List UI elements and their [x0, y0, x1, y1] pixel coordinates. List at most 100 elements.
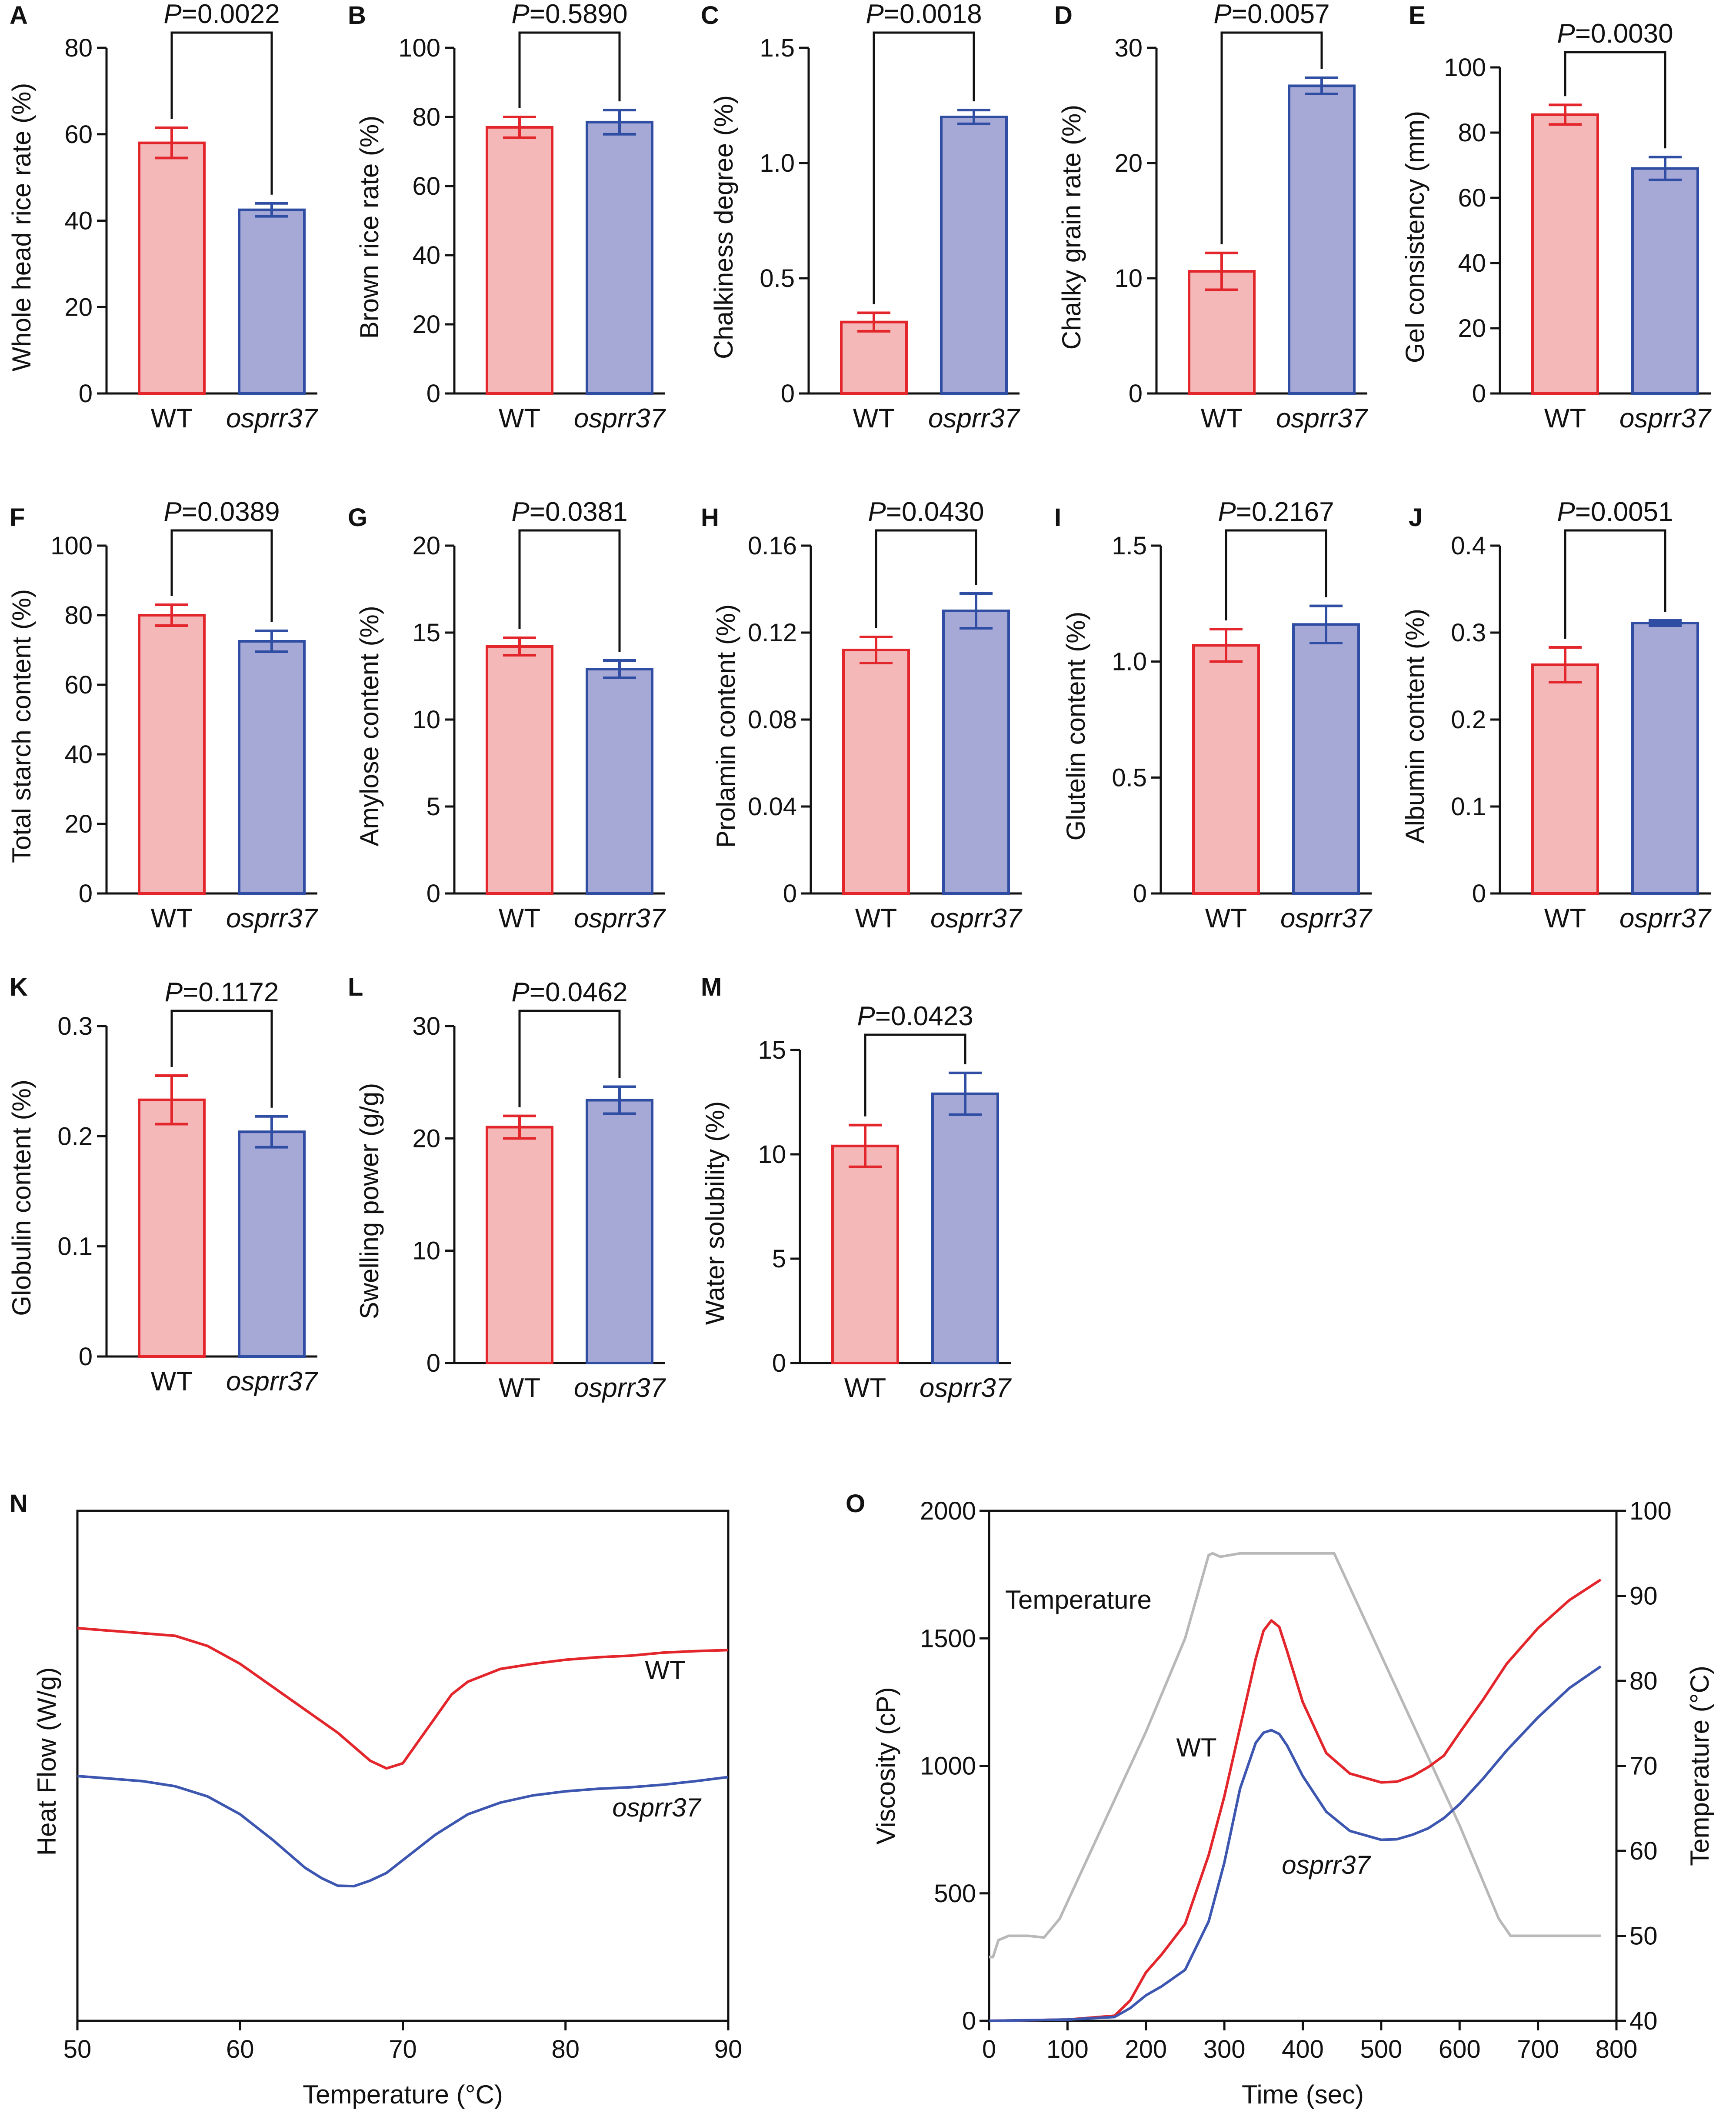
p-value-label: P=0.0051: [1557, 497, 1673, 527]
p-symbol: P: [1213, 0, 1231, 29]
bar-osprr37: [940, 116, 1008, 395]
y-axis-label: Chalky grain rate (%): [1057, 105, 1086, 350]
category-label-wt: WT: [499, 403, 540, 433]
panel-f: F 0 20 40 60 80 100 Total starch content (%) WT o…: [7, 497, 319, 933]
x-tick-label: 600: [1439, 2035, 1481, 2063]
p-value-label: P=0.0022: [163, 0, 280, 29]
panel-j: J 0 0.1 0.2 0.3 0.4 Albumin content (%) WT osprr…: [1400, 497, 1712, 933]
significance-bracket: [170, 529, 273, 622]
y-tick-label: 2000: [920, 1497, 976, 1525]
category-label-wt: WT: [499, 903, 540, 933]
significance-bracket: [170, 31, 273, 195]
error-bar-wt: [155, 603, 188, 627]
y-tick-label: 0.5: [1112, 763, 1147, 792]
panel-n: N 50 60 70 80 90 Temperature (°C) Heat Flow (W/…: [10, 1490, 742, 2109]
y-tick-label: 40: [64, 207, 93, 235]
series-line-osprr37: [989, 1665, 1602, 2022]
p-value: 0.0051: [1591, 497, 1673, 527]
panel-letter: N: [10, 1490, 28, 1518]
error-bar-osprr37: [1649, 619, 1682, 627]
p-equals: =: [530, 497, 545, 527]
bar-osprr37: [1292, 623, 1360, 895]
y-tick-label: 5: [772, 1245, 786, 1273]
error-bar-osprr37: [949, 1071, 982, 1116]
category-label-osprr37: osprr37: [1276, 403, 1369, 433]
bar-wt: [840, 320, 908, 395]
bar-wt: [1192, 644, 1260, 895]
significance-bracket: [170, 1010, 273, 1108]
p-value-label: P=0.0057: [1213, 0, 1329, 29]
y-tick-label: 60: [64, 671, 93, 699]
p-symbol: P: [868, 497, 886, 527]
p-value-label: P=0.0423: [857, 1001, 973, 1031]
category-label-wt: WT: [1201, 403, 1243, 433]
y-tick-label: 0.08: [748, 706, 797, 734]
panel-letter: H: [701, 503, 719, 532]
y2-axis-label: Temperature (°C): [1685, 1666, 1714, 1866]
p-equals: =: [1232, 0, 1247, 29]
y-tick-label: 1000: [920, 1752, 976, 1780]
x-tick-label: 0: [982, 2035, 996, 2063]
p-value: 0.0030: [1591, 19, 1673, 49]
bar-wt: [1531, 663, 1599, 895]
y-tick-label: 0.04: [748, 793, 797, 821]
p-symbol: P: [866, 0, 883, 29]
y-axis-label: Viscosity (cP): [871, 1687, 900, 1844]
p-value: 0.0389: [197, 497, 280, 527]
category-label-wt: WT: [855, 903, 897, 933]
p-symbol: P: [511, 0, 529, 29]
error-bar-osprr37: [255, 1115, 288, 1149]
y-axis-label: Whole head rice rate (%): [7, 83, 36, 372]
p-equals: =: [182, 497, 197, 527]
y-axis-label: Total starch content (%): [7, 589, 36, 863]
y-axis-label: Brown rice rate (%): [355, 116, 384, 339]
error-bar-wt: [155, 1074, 188, 1126]
bar-osprr37: [238, 1130, 306, 1358]
y-axis-label: Heat Flow (W/g): [32, 1667, 61, 1856]
y-tick-label: 100: [50, 532, 93, 560]
y-tick-label: 100: [398, 34, 440, 62]
plot-frame: [76, 1510, 730, 2022]
x-tick-label: 500: [1360, 2035, 1402, 2063]
panel-l: L 0 10 20 30 Swelling power (g/g) WT osprr37 P=0…: [348, 973, 666, 1403]
p-value: 0.0022: [197, 0, 280, 29]
y-tick-label: 0.5: [760, 264, 795, 293]
panel-c: C 0 0.5 1.0 1.5 Chalkiness degree (%) WT osprr3…: [701, 0, 1021, 433]
p-value: 0.0381: [545, 497, 628, 527]
bar-osprr37: [586, 668, 653, 895]
error-bar-osprr37: [603, 109, 636, 136]
x-tick-label: 70: [389, 2035, 417, 2063]
category-label-wt: WT: [1544, 903, 1586, 933]
y2-tick-label: 100: [1629, 1497, 1672, 1525]
category-label-osprr37: osprr37: [574, 1373, 666, 1403]
series-label-temperature: Temperature: [1005, 1585, 1152, 1614]
y-tick-label: 0: [772, 1349, 786, 1377]
series-line-temperature: [989, 1552, 1601, 1959]
error-bar-wt: [1549, 103, 1582, 126]
error-bar-wt: [503, 116, 536, 139]
p-symbol: P: [165, 977, 183, 1007]
y-tick-label: 60: [64, 120, 93, 149]
category-label-osprr37: osprr37: [930, 903, 1023, 933]
y-tick-label: 0.12: [748, 619, 797, 647]
y-tick-label: 0: [962, 2007, 976, 2035]
y-tick-label: 0: [1472, 380, 1486, 408]
category-label-osprr37: osprr37: [920, 1373, 1012, 1403]
y-tick-label: 0: [427, 380, 440, 408]
error-bar-wt: [155, 126, 188, 160]
p-value: 0.1172: [198, 977, 279, 1007]
significance-bracket: [873, 31, 975, 304]
series-label-osprr37: osprr37: [612, 1793, 702, 1822]
category-label-osprr37: osprr37: [226, 903, 319, 933]
error-bar-wt: [503, 637, 536, 657]
bar-wt: [486, 645, 553, 895]
panel-letter: I: [1054, 503, 1061, 532]
p-value-label: P=0.2167: [1218, 497, 1334, 527]
y-tick-label: 30: [412, 1012, 440, 1040]
panel-g: G 0 5 10 15 20 Amylose content (%) WT osprr37 P=0…: [348, 497, 666, 933]
y-tick-label: 1.0: [1112, 648, 1147, 676]
x-axis-label: Time (sec): [1242, 2080, 1364, 2109]
p-value: 0.5890: [545, 0, 628, 29]
y-tick-label: 20: [412, 532, 440, 560]
p-value: 0.0423: [891, 1001, 973, 1031]
